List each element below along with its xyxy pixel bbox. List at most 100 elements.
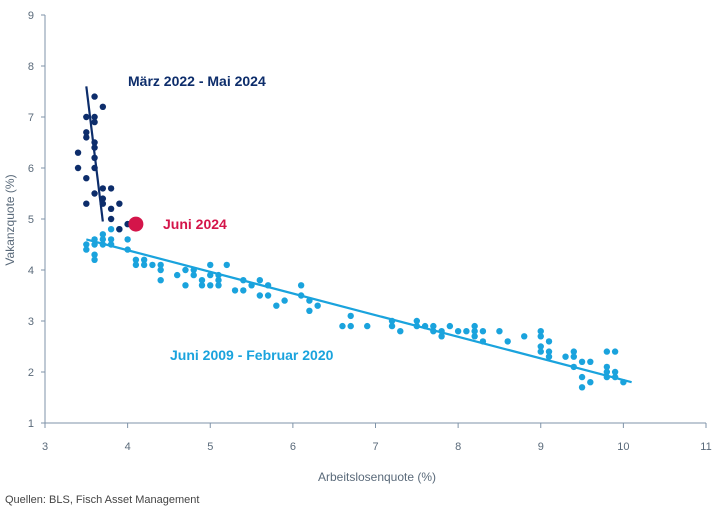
scatter-point	[99, 195, 107, 202]
scatter-point	[91, 236, 98, 243]
scatter-point	[91, 190, 98, 197]
scatter-point	[471, 328, 478, 335]
scatter-point	[91, 164, 98, 172]
scatter-point	[479, 328, 487, 335]
scatter-point	[99, 236, 107, 243]
scatter-point	[297, 282, 305, 289]
scatter-point	[198, 282, 206, 289]
y-tick-label: 1	[28, 418, 34, 430]
scatter-point	[116, 226, 123, 233]
x-tick-label: 3	[42, 441, 48, 453]
scatter-point	[231, 287, 239, 294]
scatter-point	[306, 307, 313, 314]
y-tick-label: 2	[28, 367, 34, 379]
scatter-point	[198, 277, 206, 284]
scatter-point	[124, 236, 131, 243]
scatter-point	[545, 338, 553, 345]
scatter-point	[99, 241, 107, 248]
scatter-point	[83, 246, 90, 253]
scatter-point	[140, 256, 148, 263]
source-note: Quellen: BLS, Fisch Asset Management	[5, 494, 200, 506]
scatter-point	[454, 328, 462, 335]
annotation-recent-series: März 2022 - Mai 2024	[128, 73, 266, 89]
y-tick-label: 3	[28, 316, 34, 328]
scatter-point	[413, 317, 421, 325]
scatter-point	[91, 118, 98, 126]
scatter-point	[91, 154, 98, 161]
scatter-point	[603, 363, 611, 371]
x-tick-label: 6	[290, 441, 296, 453]
scatter-point	[157, 261, 164, 269]
data-points	[74, 93, 627, 391]
scatter-point	[91, 251, 98, 258]
scatter-point	[116, 200, 123, 207]
scatter-point	[603, 348, 611, 355]
y-axis-title: Vakanzquote (%)	[3, 174, 17, 265]
x-tick-label: 4	[125, 441, 131, 453]
scatter-point	[388, 322, 396, 330]
scatter-point	[562, 353, 569, 360]
scatter-point	[91, 144, 98, 151]
scatter-point	[157, 277, 164, 284]
scatter-point	[124, 246, 131, 253]
scatter-point	[397, 328, 404, 335]
scatter-point	[570, 348, 577, 355]
y-tick-label: 7	[28, 112, 34, 124]
scatter-point	[91, 256, 98, 263]
scatter-point	[83, 200, 90, 207]
scatter-point	[438, 328, 445, 335]
scatter-point	[587, 379, 594, 386]
scatter-point	[240, 277, 247, 284]
scatter-point	[339, 322, 346, 330]
scatter-point	[107, 241, 115, 248]
scatter-point	[611, 373, 619, 381]
scatter-point	[190, 271, 197, 279]
scatter-point	[223, 261, 230, 269]
scatter-point	[463, 328, 470, 335]
scatter-point	[83, 129, 90, 136]
scatter-point	[132, 261, 140, 269]
scatter-point	[471, 333, 478, 340]
scatter-point	[83, 134, 90, 141]
x-tick-label: 7	[372, 441, 378, 453]
scatter-point	[347, 312, 354, 320]
scatter-point	[603, 373, 611, 381]
scatter-point	[479, 338, 487, 345]
scatter-point	[107, 215, 115, 223]
scatter-point	[215, 282, 222, 289]
scatter-point	[537, 333, 544, 340]
scatter-point	[99, 231, 107, 238]
scatter-point	[446, 322, 454, 330]
scatter-point	[91, 139, 98, 146]
scatter-point	[496, 328, 503, 335]
scatter-point	[248, 282, 255, 289]
scatter-point	[83, 113, 90, 121]
scatter-point	[207, 261, 214, 269]
scatter-point	[587, 358, 594, 365]
scatter-point	[388, 317, 396, 325]
scatter-point	[207, 271, 214, 279]
trend-line-historic	[86, 238, 632, 384]
scatter-point	[91, 113, 98, 121]
scatter-point	[620, 379, 627, 386]
scatter-point	[174, 271, 181, 279]
scatter-point	[149, 261, 156, 269]
scatter-point	[611, 348, 619, 355]
scatter-point	[132, 256, 140, 263]
scatter-point	[603, 368, 611, 376]
scatter-point	[438, 333, 445, 340]
scatter-point	[347, 322, 354, 330]
scatter-point	[140, 261, 148, 269]
scatter-point	[471, 322, 478, 330]
scatter-point	[314, 302, 321, 309]
axes	[41, 14, 707, 428]
x-tick-label: 8	[455, 441, 461, 453]
scatter-point	[182, 266, 189, 274]
scatter-point	[611, 368, 619, 376]
scatter-point	[521, 333, 528, 340]
trend-lines	[85, 86, 632, 384]
scatter-point	[83, 241, 90, 248]
annotation-historic-series: Juni 2009 - Februar 2020	[170, 347, 334, 363]
scatter-point	[306, 297, 313, 304]
scatter-point	[99, 103, 107, 111]
